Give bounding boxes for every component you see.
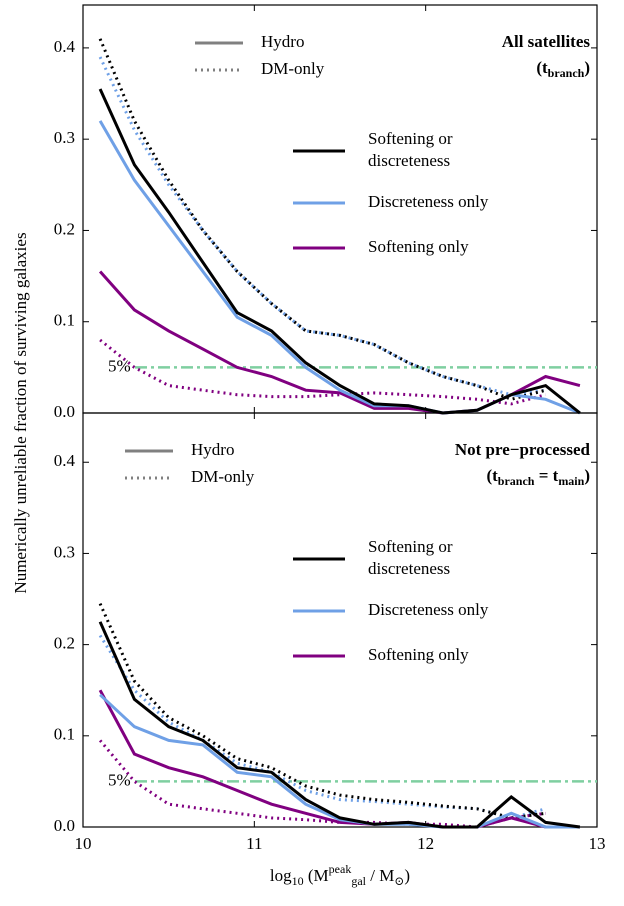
annotation: (tbranch): [536, 58, 590, 80]
annotation: (tbranch = tmain): [486, 466, 590, 488]
y-tick-label: 0.4: [54, 451, 76, 470]
dm-line: [99, 338, 546, 406]
legend-label: Softening or discreteness: [368, 537, 453, 578]
annotation-part: branch: [498, 474, 535, 488]
x-axis-label-part: log: [270, 866, 292, 885]
annotation-part: (t: [536, 58, 548, 77]
dm-line: [98, 602, 546, 820]
hydro-line: [98, 88, 581, 415]
x-tick-label: 12: [417, 834, 434, 853]
annotation-part: = t: [534, 466, 558, 485]
annotation-part: ): [584, 466, 590, 485]
x-axis-label: log10 (Mpeakgal / M⊙): [270, 862, 410, 888]
legend-label: Discreteness only: [368, 192, 489, 211]
hydro-line: [98, 689, 580, 829]
x-axis-label-part: (M: [304, 866, 329, 885]
dm-line: [98, 739, 546, 829]
y-tick-label: 0.1: [54, 725, 75, 744]
y-tick-label: 0.1: [54, 311, 75, 330]
plot-frame: [82, 412, 598, 828]
hydro-line: [98, 621, 581, 829]
legend-label: Softening only: [368, 237, 469, 256]
annotation: Not pre−processed: [455, 440, 591, 459]
legend-label: Softening only: [368, 645, 469, 664]
annotation-part: ): [584, 58, 590, 77]
x-tick-label: 13: [589, 834, 606, 853]
threshold-label: 5%: [108, 356, 131, 375]
dm-line: [98, 38, 546, 401]
annotation-part: Not pre−processed: [455, 440, 591, 459]
y-tick-label: 0.2: [54, 219, 75, 238]
x-tick-label: 11: [246, 834, 262, 853]
annotation-part: (t: [486, 466, 498, 485]
hydro-line: [99, 693, 580, 829]
annotation-part: branch: [548, 66, 585, 80]
y-tick-label: 0.0: [54, 402, 75, 421]
style-legend-label: DM-only: [191, 467, 255, 486]
x-axis-label-part: peak: [329, 862, 352, 876]
y-tick-label: 0.3: [54, 542, 75, 561]
annotation: All satellites: [502, 32, 591, 51]
annotation-part: All satellites: [502, 32, 591, 51]
y-tick-label: 0.2: [54, 634, 75, 653]
x-axis-label-part: 10: [292, 874, 304, 888]
y-axis-label: Numerically unreliable fraction of survi…: [11, 232, 30, 593]
x-axis-label-part: ⊙: [394, 874, 404, 888]
x-axis-label-part: gal: [351, 874, 366, 888]
style-legend-label: Hydro: [191, 440, 234, 459]
style-legend-label: Hydro: [261, 32, 304, 51]
annotation-part: main: [558, 474, 584, 488]
x-axis-label-part: / M: [366, 866, 394, 885]
legend-label: Discreteness only: [368, 600, 489, 619]
legend-label: Softening or discreteness: [368, 129, 453, 170]
x-axis-label-part: ): [404, 866, 410, 885]
y-tick-label: 0.4: [54, 37, 76, 56]
style-legend-label: DM-only: [261, 59, 325, 78]
x-tick-label: 10: [75, 834, 92, 853]
threshold-label: 5%: [108, 770, 131, 789]
y-tick-label: 0.0: [54, 816, 75, 835]
y-tick-label: 0.3: [54, 128, 75, 147]
